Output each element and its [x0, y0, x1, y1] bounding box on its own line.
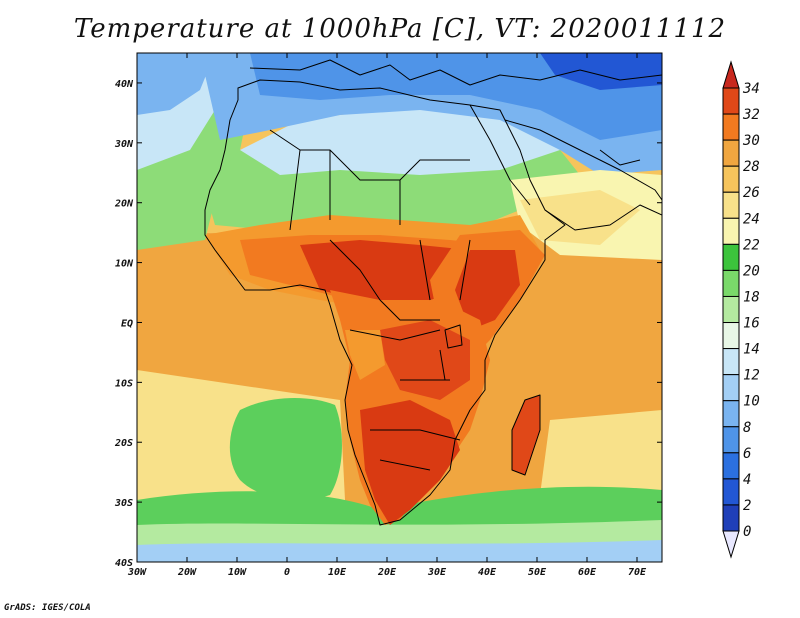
colorbar-label: 22 [743, 237, 760, 253]
colorbar-box [722, 113, 740, 141]
grads-credit: GrADS: IGES/COLA [4, 603, 91, 613]
colorbar-box [722, 322, 740, 350]
colorbar-box [722, 295, 740, 324]
arabia-coast [504, 119, 662, 231]
y-tick-label: 30S [114, 498, 133, 509]
congo-warm [345, 330, 385, 380]
y-tick-label: 10N [115, 259, 134, 270]
colorbar-box [722, 165, 740, 193]
x-tick-label: 20E [377, 567, 397, 578]
arabia-warm [520, 190, 640, 245]
colorbar-label: 28 [743, 159, 760, 175]
colorbar-box [722, 504, 740, 532]
southern-ocean-cold [137, 540, 662, 562]
colorbar-label: 26 [743, 185, 760, 201]
colorbar-label: 10 [743, 394, 760, 410]
temperature-field [137, 53, 662, 562]
colorbar-label: 8 [743, 420, 751, 436]
axes: 30W 20W 10W 0 10E 20E 30E 40E 50E 60E 70E 40N 30N 20N… [114, 53, 662, 578]
colorbar-label: 24 [743, 211, 760, 227]
y-tick-label: 20S [114, 438, 133, 449]
colorbar-label: 12 [743, 368, 760, 384]
borders-north [269, 129, 470, 231]
europe-coast [249, 59, 662, 86]
colorbar-label: 20 [743, 263, 760, 279]
lake-tanganyika [439, 349, 446, 381]
colorbar-min-arrow [722, 530, 740, 559]
y-tick-label: 30N [114, 139, 134, 150]
atlantic-south-green-patch [229, 398, 342, 500]
x-tick-label: 20W [177, 567, 197, 578]
southern-africa-hot [360, 400, 460, 525]
colorbar-box [722, 348, 740, 376]
colorbar-label: 4 [743, 472, 751, 488]
x-tick-label: 30W [127, 567, 147, 578]
colorbar-label: 14 [743, 342, 760, 358]
ocean-south-yellow-east [540, 410, 662, 495]
colorbar-box [722, 400, 740, 428]
colorbar-box [722, 374, 740, 402]
x-tick-label: 50E [528, 567, 547, 578]
y-tick-label: 40N [115, 79, 134, 90]
x-tick-label: 10E [328, 567, 347, 578]
x-tick-label: 0 [284, 567, 290, 578]
plot-frame [136, 52, 663, 563]
x-tick-label: 10W [228, 567, 247, 578]
madagascar-coast [511, 394, 541, 476]
colorbar-label: 30 [742, 133, 760, 149]
colorbar-box [722, 478, 740, 506]
colorbar-box [722, 87, 740, 115]
lake-victoria [444, 324, 463, 349]
x-tick-label: 70E [628, 567, 647, 578]
east-africa-hot [455, 250, 520, 330]
colorbar-box [722, 269, 740, 297]
atlantic-north-blue [137, 53, 215, 115]
colorbar-box [722, 452, 740, 480]
colorbar-label: 0 [743, 524, 751, 540]
y-tick-label: EQ [121, 318, 133, 329]
colorbar-max-arrow [722, 60, 740, 89]
colorbar-label: 2 [743, 498, 751, 514]
colorbar-box [722, 139, 740, 167]
x-tick-label: 30E [427, 567, 447, 578]
colorbar-box [722, 217, 740, 245]
black-sea-dark [540, 53, 662, 90]
x-tick-label: 40E [478, 567, 497, 578]
coastlines [204, 59, 662, 526]
africa-coastline [204, 79, 566, 526]
colorbar-label: 32 [742, 107, 760, 123]
y-tick-label: 40S [115, 558, 133, 569]
y-tick-label: 20N [114, 199, 134, 210]
y-tick-label: 10S [115, 378, 133, 389]
x-tick-label: 60E [578, 567, 597, 578]
colorbar-label: 6 [743, 446, 751, 462]
red-sea [469, 104, 531, 206]
colorbar-box [722, 426, 740, 454]
colorbar-label: 18 [743, 289, 760, 305]
colorbar-label: 16 [743, 316, 760, 332]
colorbar-box [722, 243, 740, 271]
borders-central [329, 239, 471, 471]
colorbar-label: 34 [742, 81, 760, 97]
colorbar-box [722, 191, 740, 219]
map-title: Temperature at 1000hPa [C], VT: 20200111… [73, 14, 727, 44]
persian-gulf [599, 149, 641, 166]
